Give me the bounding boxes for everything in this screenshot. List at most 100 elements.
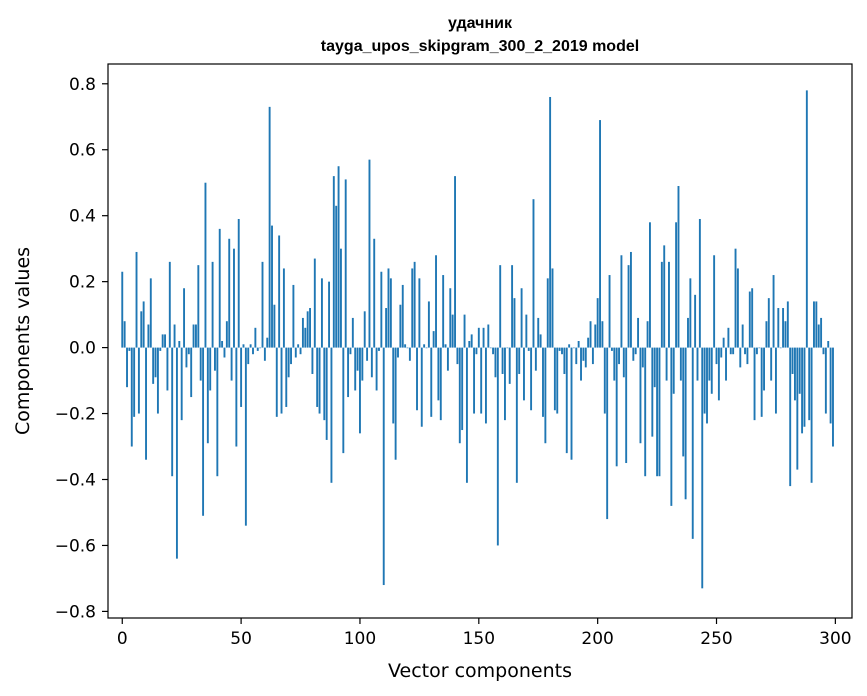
bar-278 (782, 308, 785, 348)
bar-158 (496, 347, 499, 546)
bar-128 (425, 347, 428, 349)
bar-258 (734, 248, 737, 348)
bar-228 (663, 245, 666, 348)
bar-149 (475, 347, 478, 355)
bar-57 (256, 347, 259, 351)
bar-140 (454, 176, 456, 348)
bar-49 (237, 218, 240, 348)
bar-81 (313, 258, 316, 348)
bar-199 (594, 324, 597, 348)
bar-251 (717, 347, 720, 401)
bar-25 (180, 347, 183, 421)
bar-87 (328, 281, 331, 348)
bar-177 (542, 347, 544, 417)
bar-261 (741, 324, 744, 348)
bar-255 (727, 327, 730, 348)
bar-74 (297, 344, 300, 348)
bar-157 (494, 347, 497, 378)
bar-26 (183, 288, 186, 348)
bar-64 (273, 304, 276, 348)
bar-77 (304, 327, 307, 348)
bar-174 (534, 347, 537, 371)
bar-271 (765, 321, 768, 348)
bar-134 (439, 347, 442, 421)
y-tick-label-5: 0.2 (69, 273, 96, 293)
bar-190 (572, 347, 575, 349)
bar-13 (152, 347, 155, 384)
bar-80 (311, 347, 314, 374)
bar-260 (739, 347, 742, 368)
bar-172 (530, 347, 533, 411)
x-axis-ticks: 0 50 100 150 200 250 300 (117, 618, 852, 649)
bar-118 (401, 284, 404, 348)
bar-91 (337, 166, 340, 348)
bar-148 (473, 347, 476, 414)
y-tick-label-2: −0.4 (55, 471, 96, 491)
bar-296 (824, 347, 827, 414)
bar-100 (359, 347, 361, 434)
bar-236 (682, 347, 685, 457)
bar-83 (318, 347, 321, 414)
bar-93 (342, 347, 345, 454)
bar-264 (748, 291, 751, 348)
bar-67 (280, 347, 283, 414)
bar-125 (418, 278, 421, 348)
bar-66 (278, 235, 281, 348)
x-tick-label-250: 250 (700, 629, 732, 649)
bar-198 (591, 347, 594, 365)
bar-136 (444, 344, 447, 348)
bar-110 (382, 347, 385, 586)
bar-161 (504, 347, 506, 421)
bar-214 (629, 251, 632, 348)
bar-247 (708, 347, 711, 381)
bar-123 (413, 261, 416, 348)
bar-14 (154, 347, 157, 378)
bar-252 (720, 347, 723, 358)
bar-192 (577, 341, 580, 348)
bar-129 (427, 301, 430, 348)
bar-47 (233, 248, 235, 348)
bar-294 (820, 317, 823, 348)
y-axis-label: Components values (12, 247, 34, 435)
bar-166 (515, 347, 518, 483)
bar-94 (344, 179, 347, 348)
bar-35 (204, 182, 207, 348)
bar-257 (732, 347, 735, 355)
bar-168 (520, 288, 523, 348)
bar-267 (755, 347, 758, 355)
y-axis-ticks: −0.8 −0.6 −0.4 −0.2 0.0 0.2 0.4 0.6 0.8 (55, 75, 108, 622)
bar-10 (145, 347, 147, 460)
bar-11 (147, 324, 150, 348)
x-tick-label-0: 0 (117, 629, 128, 649)
bar-217 (637, 317, 640, 348)
bar-65 (275, 347, 278, 417)
bar-155 (489, 347, 492, 349)
bar-98 (354, 347, 357, 391)
bar-279 (784, 321, 787, 348)
bar-2 (126, 347, 128, 388)
bar-33 (199, 347, 202, 381)
bar-115 (394, 347, 397, 460)
bar-171 (527, 347, 530, 351)
bar-154 (487, 324, 490, 348)
bar-7 (137, 347, 140, 414)
bar-38 (211, 261, 214, 348)
bar-263 (746, 347, 749, 365)
bar-183 (556, 347, 559, 414)
bar-60 (263, 347, 266, 361)
bar-293 (817, 324, 820, 348)
bar-146 (468, 341, 471, 348)
bar-227 (660, 261, 663, 348)
bar-105 (370, 347, 373, 378)
bar-111 (385, 308, 388, 348)
bar-204 (606, 347, 609, 520)
bar-173 (532, 199, 535, 348)
bar-184 (558, 347, 561, 351)
bar-229 (665, 347, 668, 381)
bars-layer (121, 90, 834, 589)
bar-61 (266, 337, 269, 348)
bar-72 (292, 284, 295, 348)
bar-114 (392, 347, 395, 424)
bar-196 (587, 337, 590, 348)
